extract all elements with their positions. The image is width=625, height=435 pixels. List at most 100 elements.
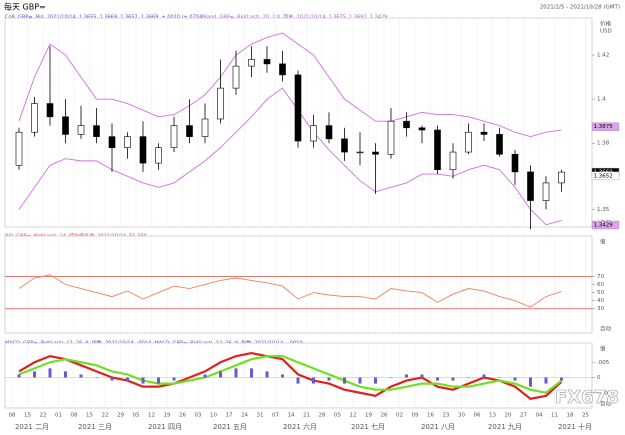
candle-body: [46, 103, 54, 118]
macd-line: [18, 355, 563, 394]
candle-body: [496, 134, 503, 155]
x-tick-label: 05: [133, 413, 140, 419]
histogram-bar: [513, 377, 517, 381]
x-tick-label: 23: [443, 413, 450, 419]
x-tick-label: 06: [474, 413, 481, 419]
x-tick-label: 31: [257, 413, 264, 419]
value-label: 1.3875: [594, 124, 614, 130]
candle-body: [465, 131, 472, 153]
x-tick-label: 10: [210, 413, 217, 419]
candle-body: [418, 127, 426, 131]
month-label: 2021 四月: [148, 423, 182, 431]
x-tick-label: 11: [551, 413, 558, 419]
y-tick-label: 1.38: [597, 141, 610, 147]
candle-body: [155, 147, 162, 164]
month-label: 2021 三月: [78, 423, 112, 431]
x-tick-label: 20: [505, 413, 512, 419]
y-tick-label: 1.35: [597, 207, 610, 213]
histogram-bar: [157, 377, 160, 384]
y-tick-label: 60: [597, 282, 604, 288]
month-label: 2021 六月: [283, 422, 317, 431]
date-range: 2021/2/5 - 2021/10/28 (GMT): [540, 5, 620, 11]
candle-body: [527, 171, 534, 201]
x-tick-label: 15: [24, 413, 31, 419]
histogram-bar: [405, 374, 408, 378]
x-tick-label: 27: [520, 413, 527, 419]
histogram-bar: [312, 377, 315, 384]
candle-body: [310, 125, 317, 142]
panel-header: Cn8, GBP=, Bid, 2021/10/14, 1.3655, 1.36…: [5, 15, 203, 21]
x-tick-label: 22: [40, 413, 47, 419]
candle-body: [217, 87, 224, 120]
y-tick-label: 1.4: [597, 97, 606, 103]
value-label: 1.3429: [594, 223, 614, 229]
axis-label: 值: [600, 345, 606, 353]
histogram-bar: [79, 374, 83, 378]
auto-label: 自动: [600, 325, 612, 333]
macd-line: [18, 351, 563, 401]
candle-body: [186, 125, 193, 137]
watermark: FX678: [555, 387, 619, 408]
band-line: [18, 87, 562, 226]
month-label: 2021 五月: [213, 423, 247, 431]
candle-body: [232, 65, 240, 89]
histogram-bar: [327, 377, 331, 381]
y-tick-label: 70: [597, 274, 604, 280]
chart-title: 每天 GBP=: [4, 2, 46, 12]
rsi-line: [18, 274, 562, 308]
x-tick-label: 21: [303, 413, 310, 419]
candle-body: [294, 74, 302, 142]
candle-body: [62, 116, 69, 135]
x-tick-label: 26: [381, 413, 388, 419]
candle-body: [325, 125, 333, 140]
candle-body: [387, 120, 395, 155]
candle-body: [201, 118, 209, 137]
histogram-bar: [250, 368, 253, 378]
histogram-bar: [529, 377, 532, 387]
x-tick-label: 01: [55, 413, 62, 419]
plot-area: [4, 235, 593, 334]
candle-body: [511, 153, 519, 173]
histogram-bar: [451, 377, 455, 381]
y-tick-label: 30: [597, 306, 604, 312]
y-tick-label: 50: [597, 290, 604, 296]
x-tick-label: 28: [319, 413, 326, 419]
value-label-box: [591, 220, 620, 230]
candle-body: [15, 131, 23, 166]
histogram-bar: [374, 377, 377, 384]
x-tick-label: 30: [458, 413, 465, 419]
histogram-bar: [33, 371, 36, 378]
candle-body: [480, 131, 488, 135]
x-tick-label: 05: [334, 413, 341, 419]
month-label: 2021 七月: [351, 422, 385, 431]
y-tick-label: 40: [597, 298, 604, 304]
x-tick-label: 15: [86, 413, 93, 419]
x-tick-label: 08: [9, 413, 16, 419]
candle-body: [542, 182, 550, 201]
y-tick-label: -.005: [597, 390, 612, 396]
axis-label: 价格: [600, 20, 612, 28]
x-tick-label: 02: [396, 413, 403, 419]
axis-label: 值: [600, 238, 606, 246]
value-label-box: [591, 122, 620, 131]
panel-header: BBand, GBP=, Bid(Last), 20, 2.0, 简单, 202…: [200, 14, 387, 21]
candle-body: [356, 151, 364, 154]
x-tick-label: 08: [71, 413, 78, 419]
x-tick-label: 14: [288, 413, 295, 419]
candle-body: [434, 129, 441, 170]
histogram-bar: [544, 377, 548, 384]
candle-body: [403, 120, 410, 129]
axis-unit: USD: [600, 29, 612, 35]
x-tick-label: 26: [179, 413, 186, 419]
x-tick-label: 18: [567, 413, 574, 419]
candle-body: [279, 63, 286, 76]
candle-body: [108, 136, 116, 148]
x-tick-label: 03: [195, 413, 202, 419]
value-label: 1.3652: [594, 173, 613, 179]
band-line: [18, 32, 562, 138]
candle-body: [449, 151, 457, 170]
x-tick-label: 13: [489, 413, 496, 419]
x-tick-label: 16: [427, 413, 434, 419]
histogram-bar: [234, 368, 238, 378]
